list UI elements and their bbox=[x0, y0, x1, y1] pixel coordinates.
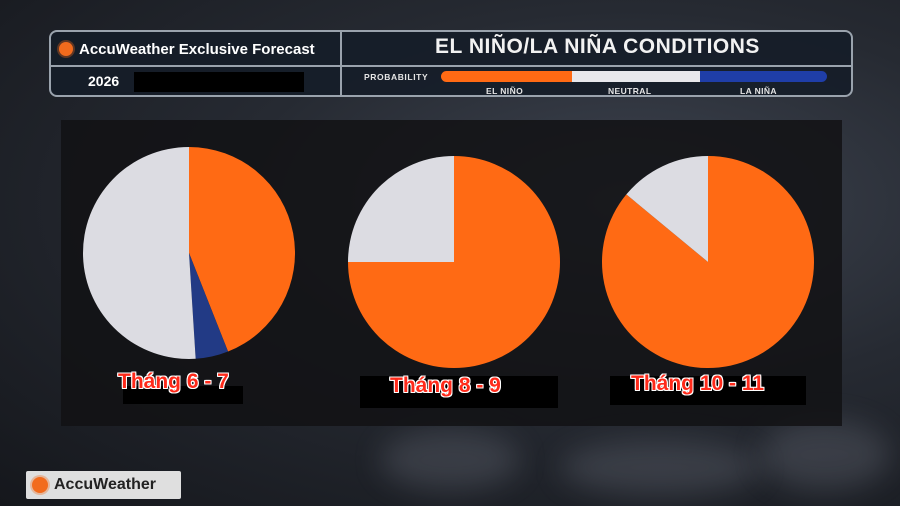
brand-title: AccuWeather Exclusive Forecast bbox=[59, 38, 315, 60]
pie-svg bbox=[602, 156, 814, 368]
pie-chart-jun-jul bbox=[80, 144, 298, 362]
background-cloud bbox=[760, 420, 890, 490]
pie-svg bbox=[82, 147, 296, 359]
logo-text: AccuWeather bbox=[54, 476, 156, 493]
pie-chart-aug-sep bbox=[345, 153, 563, 371]
pie-slice-la-niña bbox=[189, 253, 229, 359]
accuweather-logo: AccuWeather bbox=[26, 471, 181, 499]
month-label-oct-nov: Tháng 10 - 11 bbox=[631, 372, 765, 395]
sun-icon bbox=[32, 477, 48, 493]
redaction-box bbox=[134, 72, 304, 92]
pie-slice-neutral bbox=[348, 156, 454, 262]
redaction-box bbox=[610, 376, 806, 405]
pie-chart-oct-nov bbox=[599, 153, 817, 371]
chart-panel: Tháng 6 - 7 Tháng 8 - 9 Tháng 10 - 11 bbox=[61, 120, 842, 426]
legend-el-nino: EL NIÑO bbox=[486, 86, 524, 96]
probability-segment-el-nino bbox=[441, 71, 573, 82]
probability-label: PROBABILITY bbox=[364, 72, 429, 82]
background-cloud bbox=[380, 430, 520, 490]
redaction-box bbox=[123, 386, 243, 404]
page-title: EL NIÑO/LA NIÑA CONDITIONS bbox=[435, 35, 760, 58]
probability-bar bbox=[441, 71, 827, 82]
legend-neutral: NEUTRAL bbox=[608, 86, 652, 96]
header-banner: AccuWeather Exclusive Forecast 2026 EL N… bbox=[49, 30, 853, 97]
pie-slice-neutral bbox=[626, 156, 708, 262]
sun-icon bbox=[59, 42, 73, 56]
pie-slice-neutral bbox=[82, 147, 196, 359]
redaction-box bbox=[360, 376, 558, 408]
pie-svg bbox=[348, 156, 560, 368]
header-divider bbox=[340, 32, 342, 95]
background-cloud bbox=[560, 440, 760, 495]
legend-la-nina: LA NIÑA bbox=[740, 86, 777, 96]
header-divider bbox=[51, 65, 342, 67]
probability-segment-la-nina bbox=[699, 71, 827, 82]
month-label-jun-jul: Tháng 6 - 7 bbox=[118, 370, 229, 393]
month-label-aug-sep: Tháng 8 - 9 bbox=[390, 374, 501, 397]
year-label: 2026 bbox=[88, 73, 120, 89]
probability-segment-neutral bbox=[572, 71, 700, 82]
header-divider bbox=[342, 65, 851, 67]
pie-slice-el-niño bbox=[189, 147, 296, 352]
brand-text: AccuWeather Exclusive Forecast bbox=[79, 40, 315, 58]
